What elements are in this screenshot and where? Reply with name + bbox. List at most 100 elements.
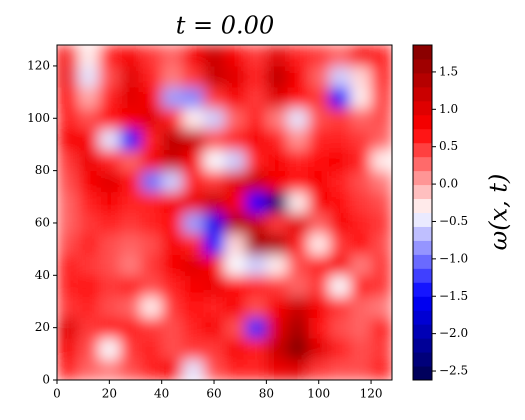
heatmap-cell — [224, 275, 246, 297]
heatmap-cell — [287, 107, 309, 130]
heatmap-cell — [308, 212, 330, 234]
heatmap-cell — [161, 45, 184, 67]
heatmap-cell — [329, 212, 351, 234]
heatmap-cell — [140, 296, 163, 318]
heatmap-cell — [57, 338, 79, 360]
heatmap-cell — [287, 65, 309, 88]
heatmap-cell — [245, 254, 267, 276]
heatmap-cell — [140, 254, 163, 276]
heatmap-cell — [98, 86, 121, 109]
heatmap-cell — [140, 212, 163, 234]
heatmap-cell — [287, 296, 309, 318]
heatmap-cell — [224, 170, 246, 193]
heatmap-cell — [182, 65, 205, 88]
heatmap-cell — [350, 212, 372, 234]
x-tick-label: 120 — [360, 387, 383, 401]
heatmap-cell — [308, 170, 330, 193]
heatmap-cell — [98, 317, 121, 339]
heatmap-cell — [371, 275, 392, 297]
heatmap-cell — [266, 149, 288, 172]
heatmap-cell — [224, 45, 246, 67]
heatmap-cell — [182, 359, 205, 380]
heatmap-cell — [371, 212, 392, 234]
colorbar-swatch — [413, 86, 432, 102]
heatmap-cell — [287, 128, 309, 151]
heatmap-cell — [329, 149, 351, 172]
colorbar-swatch — [413, 254, 432, 269]
heatmap-cell — [119, 338, 142, 360]
colorbar-tick-label: −0.5 — [439, 214, 468, 228]
heatmap-cell — [350, 233, 372, 255]
heatmap-cell — [203, 359, 225, 380]
heatmap-cell — [350, 65, 372, 88]
heatmap-cell — [57, 128, 79, 151]
heatmap-cell — [245, 212, 267, 234]
heatmap-cell — [245, 65, 267, 88]
heatmap-cell — [245, 170, 267, 193]
heatmap-cell — [203, 317, 225, 339]
heatmap-cell — [98, 338, 121, 360]
heatmap-cell — [77, 254, 100, 276]
chart-title: t = 0.00 — [176, 12, 274, 40]
x-tick-label: 40 — [154, 387, 169, 401]
colorbar-swatch — [413, 268, 432, 283]
colorbar-tick-label: 0.5 — [439, 139, 458, 153]
heatmap-cell — [98, 233, 121, 255]
colorbar-swatch — [413, 58, 432, 74]
heatmap-cell — [371, 254, 392, 276]
heatmap-cell — [245, 317, 267, 339]
heatmap-cell — [119, 275, 142, 297]
heatmap-cell — [350, 45, 372, 67]
heatmap-cell — [329, 86, 351, 109]
heatmap-cell — [119, 191, 142, 213]
heatmap-cell — [329, 254, 351, 276]
heatmap-cell — [161, 317, 184, 339]
heatmap-cell — [266, 65, 288, 88]
colorbar-swatch — [413, 128, 432, 144]
heatmap-cell — [245, 128, 267, 151]
colorbar-swatch — [413, 198, 432, 213]
heatmap-cell — [329, 107, 351, 130]
heatmap-cell — [77, 275, 100, 297]
heatmap-cell — [329, 191, 351, 213]
heatmap-cell — [371, 191, 392, 213]
heatmap-cell — [203, 149, 225, 172]
heatmap-cell — [287, 86, 309, 109]
colorbar-swatch — [413, 310, 432, 325]
colorbar-swatch — [413, 212, 432, 227]
heatmap-cell — [224, 212, 246, 234]
heatmap-cell — [203, 191, 225, 213]
colorbar-tick-label: 0.0 — [439, 177, 458, 191]
heatmap-cell — [57, 359, 79, 380]
heatmap-cell — [350, 128, 372, 151]
heatmap-cell — [98, 149, 121, 172]
heatmap-cell — [329, 128, 351, 151]
heatmap-cell — [119, 317, 142, 339]
heatmap-cell — [308, 65, 330, 88]
heatmap-cell — [98, 45, 121, 67]
heatmap-cell — [119, 359, 142, 380]
heatmap-cell — [308, 191, 330, 213]
colorbar-tick-label: 1.0 — [439, 102, 458, 116]
heatmap-cell — [77, 212, 100, 234]
heatmap-cell — [266, 45, 288, 67]
heatmap-cell — [203, 170, 225, 193]
heatmap-cell — [224, 233, 246, 255]
heatmap-cell — [224, 359, 246, 380]
heatmap-cell — [203, 65, 225, 88]
heatmap-cell — [329, 65, 351, 88]
x-tick-label: 80 — [259, 387, 274, 401]
heatmap-cell — [57, 170, 79, 193]
heatmap-cell — [245, 275, 267, 297]
heatmap-cell — [182, 296, 205, 318]
heatmap-cell — [224, 191, 246, 213]
heatmap-cell — [161, 338, 184, 360]
colorbar-swatch — [413, 184, 432, 200]
heatmap-cell — [287, 191, 309, 213]
heatmap-cell — [245, 359, 267, 380]
heatmap-cell — [57, 317, 79, 339]
heatmap-cell — [224, 254, 246, 276]
heatmap-cell — [350, 359, 372, 380]
heatmap-cell — [140, 149, 163, 172]
heatmap-cell — [77, 149, 100, 172]
